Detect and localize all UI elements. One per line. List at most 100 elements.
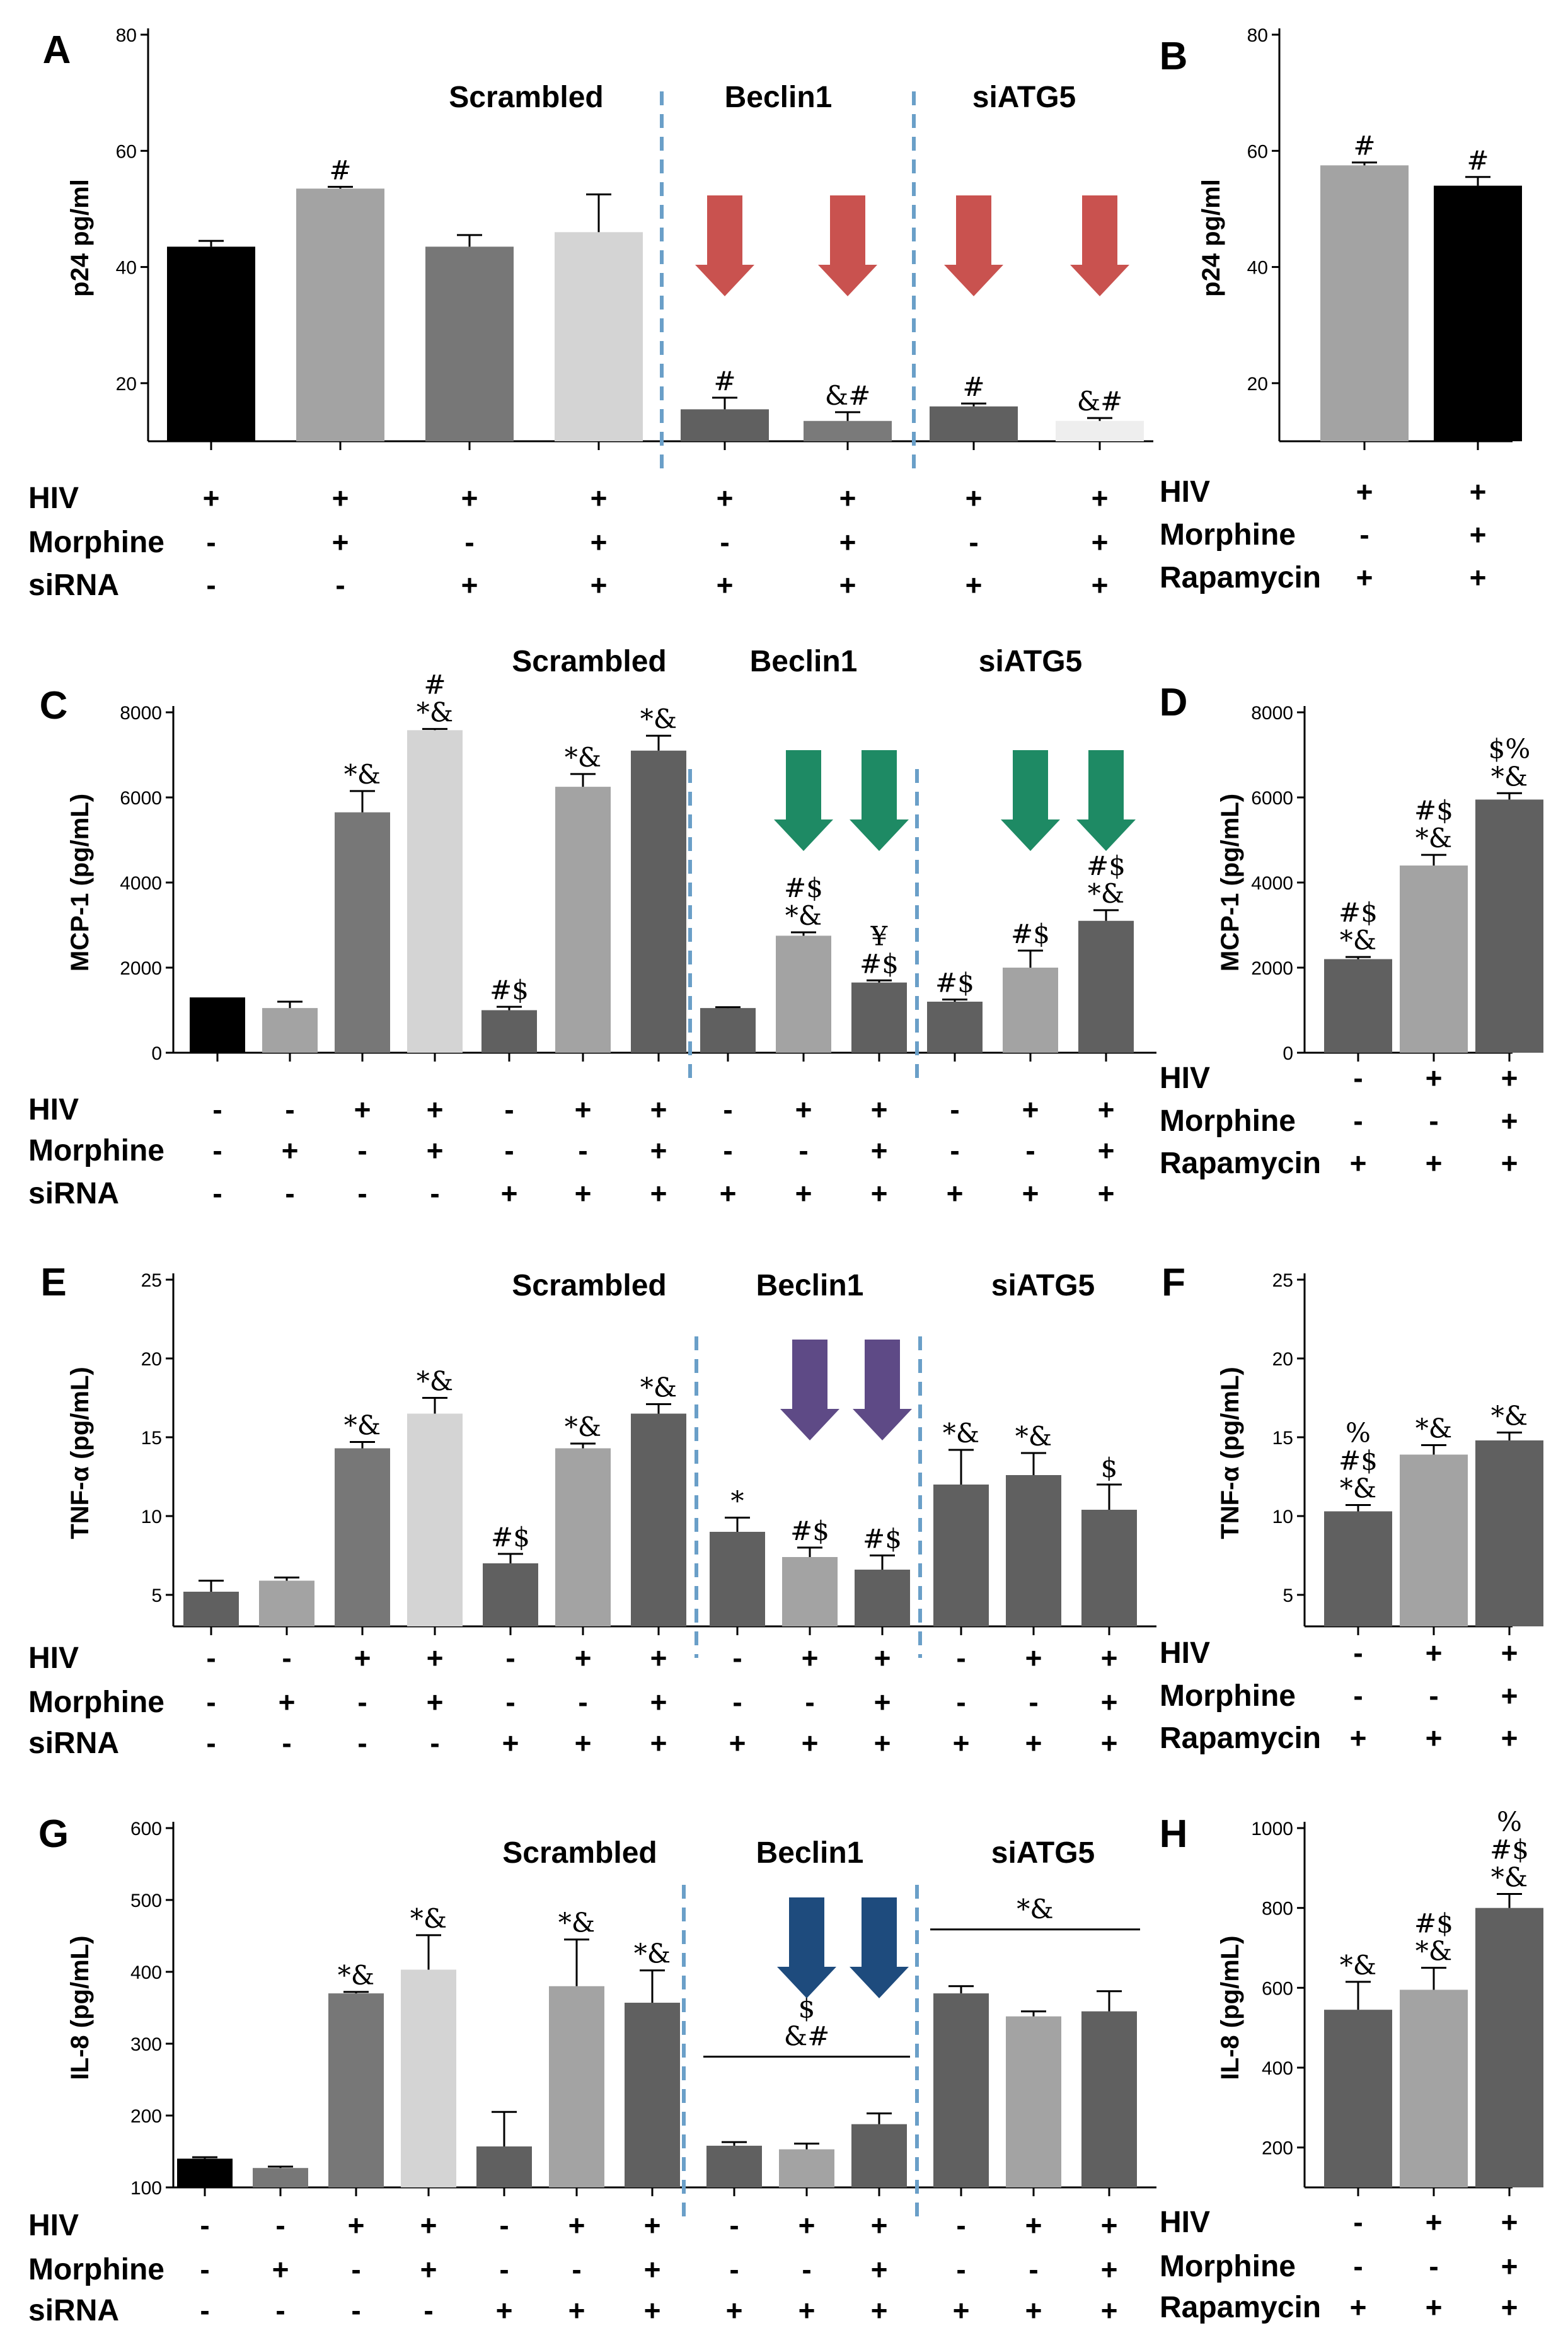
y-tick-label: 4000	[120, 873, 162, 894]
row-symbol: -	[1429, 1679, 1438, 1712]
bar	[1400, 1989, 1468, 2187]
y-tick-label: 400	[130, 1962, 162, 1983]
row-symbol: -	[729, 2253, 739, 2286]
row-label: Morphine	[1160, 1679, 1296, 1713]
row-symbol: +	[1092, 482, 1109, 514]
row-symbol: -	[950, 1093, 959, 1126]
row-symbol: +	[1426, 1147, 1443, 1179]
y-tick-label: 25	[1272, 1270, 1293, 1291]
row-label: Morphine	[28, 1134, 164, 1167]
row-symbol: -	[1429, 1104, 1438, 1137]
arrow-3	[1070, 195, 1129, 296]
row-label: HIV	[28, 1642, 79, 1675]
row-symbol: -	[351, 2294, 360, 2327]
bar	[681, 409, 769, 441]
group-label: siATG5	[991, 1836, 1095, 1870]
panel-label: C	[40, 684, 68, 727]
significance-label: *&	[1415, 1413, 1452, 1444]
row-symbol: +	[1101, 2253, 1118, 2286]
row-symbol: -	[504, 1134, 514, 1167]
row-symbol: +	[802, 1727, 819, 1759]
row-symbol: +	[279, 1686, 296, 1718]
row-symbol: -	[723, 1093, 732, 1126]
panel-label: H	[1160, 1812, 1188, 1856]
arrow-3	[1076, 750, 1136, 851]
row-symbol: -	[1429, 2250, 1438, 2283]
significance-label: #$	[1087, 850, 1126, 881]
significance-label: *	[731, 1486, 744, 1517]
y-tick-label: 20	[141, 1349, 162, 1370]
bar	[933, 1485, 989, 1626]
row-symbol: +	[798, 2209, 816, 2242]
y-tick-label: 2000	[120, 958, 162, 979]
bar	[855, 1570, 910, 1626]
significance-label: *&	[634, 1938, 671, 1969]
significance-label: *&	[565, 742, 601, 773]
row-label: HIV	[1160, 475, 1210, 509]
significance-label: #$	[1414, 795, 1453, 826]
y-tick-label: 800	[1262, 1899, 1293, 1919]
y-tick-label: 4000	[1251, 873, 1293, 894]
bar	[335, 1448, 390, 1626]
y-tick-label: 5	[1283, 1585, 1293, 1606]
row-symbol: +	[354, 1642, 371, 1674]
row-symbol: -	[504, 1093, 514, 1126]
row-symbol: +	[717, 482, 734, 514]
bar	[1081, 1510, 1137, 1626]
significance-label: *&	[1340, 925, 1376, 956]
bar	[183, 1592, 239, 1626]
bar	[625, 2003, 680, 2187]
row-symbol: -	[351, 2253, 360, 2286]
bar	[1324, 2010, 1392, 2187]
arrow-1	[853, 1340, 912, 1440]
row-symbol: +	[427, 1642, 444, 1674]
significance-label: *&	[1340, 1473, 1376, 1504]
row-symbol: -	[285, 1177, 294, 1210]
group-label: Beclin1	[756, 1836, 864, 1870]
row-symbol: +	[282, 1134, 299, 1167]
significance-label: *&	[1491, 761, 1528, 792]
bar	[930, 406, 1018, 441]
row-symbol: -	[578, 1686, 587, 1718]
row-symbol: -	[206, 1727, 216, 1759]
panel-label: F	[1162, 1261, 1185, 1304]
row-symbol: +	[575, 1642, 592, 1674]
row-symbol: +	[839, 482, 856, 514]
bar	[549, 1986, 604, 2187]
row-symbol: -	[282, 1642, 291, 1674]
significance-label: *&	[1015, 1421, 1052, 1452]
row-symbol: +	[795, 1177, 812, 1210]
bar	[262, 1008, 318, 1053]
row-symbol: +	[871, 2253, 888, 2286]
row-symbol: +	[1101, 1686, 1118, 1718]
row-symbol: -	[720, 526, 729, 559]
arrow-1	[850, 750, 909, 851]
row-symbol: +	[802, 1642, 819, 1674]
significance-label: *&	[338, 1960, 374, 1991]
row-symbol: +	[1092, 569, 1109, 601]
y-tick-label: 80	[116, 25, 137, 46]
bar	[804, 420, 892, 441]
y-tick-label: 600	[130, 1819, 162, 1839]
y-tick-label: 6000	[120, 788, 162, 809]
bar	[407, 730, 463, 1053]
row-label: HIV	[1160, 1062, 1210, 1095]
arrow-1	[818, 195, 877, 296]
row-symbol: -	[1353, 1104, 1363, 1137]
bar	[167, 246, 255, 441]
row-label: Rapamycin	[1160, 1147, 1321, 1180]
row-label: HIV	[28, 2209, 79, 2242]
row-symbol: -	[1359, 518, 1369, 551]
group-label: siATG5	[979, 645, 1082, 678]
row-symbol: +	[1025, 1727, 1042, 1759]
row-symbol: +	[874, 1686, 891, 1718]
row-symbol: +	[427, 1093, 444, 1126]
row-symbol: +	[717, 569, 734, 601]
significance-label: &#	[1077, 386, 1123, 417]
bar	[1320, 165, 1409, 441]
group-label: Beclin1	[725, 81, 833, 114]
row-symbol: -	[969, 526, 978, 559]
row-symbol: -	[1353, 2206, 1363, 2238]
row-symbol: +	[839, 569, 856, 601]
